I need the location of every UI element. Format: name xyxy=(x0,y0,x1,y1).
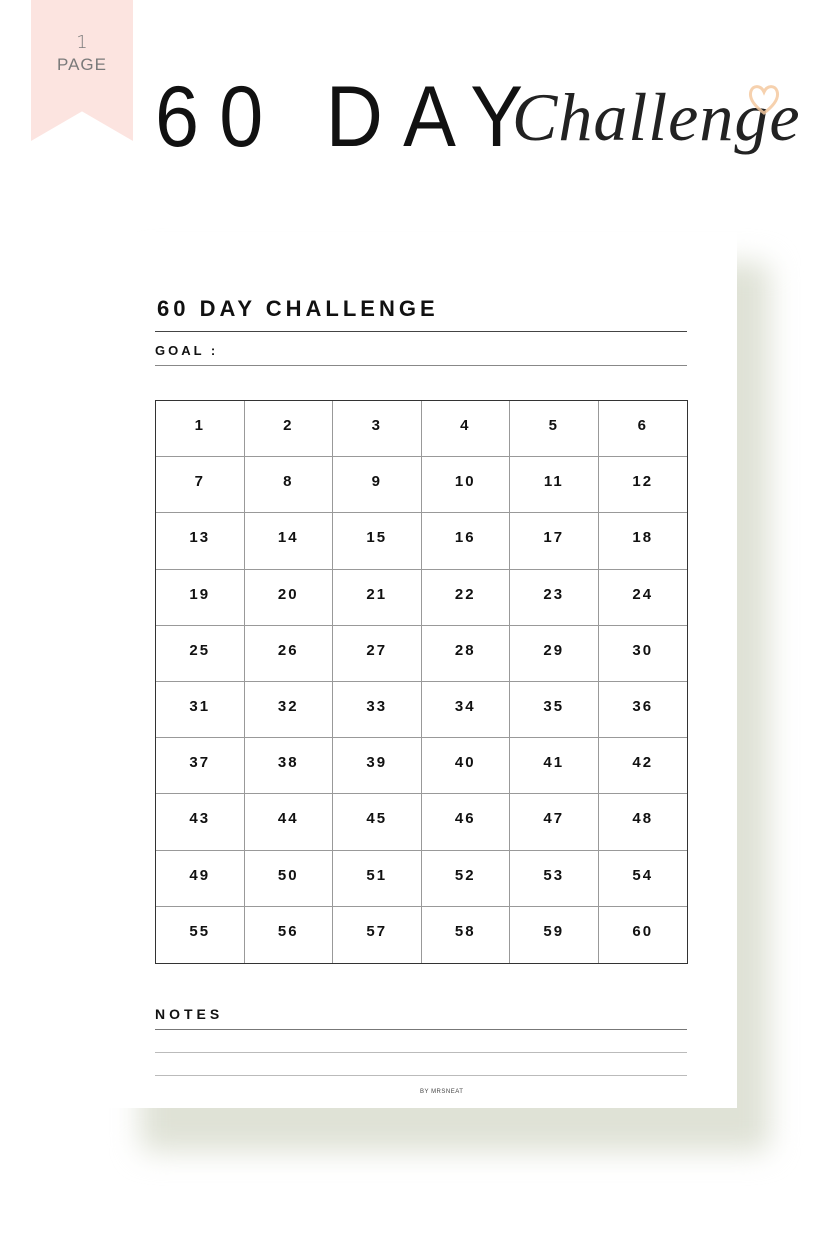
day-cell[interactable]: 25 xyxy=(156,625,245,682)
day-cell[interactable]: 28 xyxy=(421,625,510,682)
page-count-ribbon: 1 PAGE xyxy=(31,0,133,141)
day-cell[interactable]: 26 xyxy=(244,625,333,682)
day-cell[interactable]: 35 xyxy=(510,682,599,739)
day-cell[interactable]: 59 xyxy=(510,906,599,963)
planner-sheet xyxy=(0,232,737,1108)
day-cell[interactable]: 47 xyxy=(510,794,599,851)
day-cell[interactable]: 52 xyxy=(421,850,510,907)
day-cell[interactable]: 5 xyxy=(510,401,599,458)
day-cell[interactable]: 6 xyxy=(598,401,687,458)
day-cell[interactable]: 12 xyxy=(598,457,687,514)
goal-line[interactable] xyxy=(155,365,687,366)
day-cell[interactable]: 24 xyxy=(598,570,687,626)
day-cell[interactable]: 43 xyxy=(156,794,245,851)
heart-icon xyxy=(748,85,780,115)
day-cell[interactable]: 13 xyxy=(156,513,245,570)
day-cell[interactable]: 42 xyxy=(598,738,687,795)
header-title: 60 DAY xyxy=(155,69,544,165)
day-cell[interactable]: 51 xyxy=(333,850,422,907)
day-cell[interactable]: 10 xyxy=(421,457,510,514)
day-cell[interactable]: 58 xyxy=(422,906,510,963)
day-cell[interactable]: 15 xyxy=(333,513,422,570)
day-cell[interactable]: 21 xyxy=(333,569,422,626)
day-cell[interactable]: 34 xyxy=(421,682,510,739)
goal-label: GOAL : xyxy=(155,343,219,358)
day-cell[interactable]: 14 xyxy=(244,513,333,570)
day-cell[interactable]: 49 xyxy=(156,850,245,907)
day-cell[interactable]: 33 xyxy=(333,682,422,739)
day-cell[interactable]: 29 xyxy=(510,625,599,682)
day-cell[interactable]: 17 xyxy=(510,513,599,570)
day-cell[interactable]: 39 xyxy=(333,738,422,795)
day-cell[interactable]: 48 xyxy=(598,794,687,851)
day-cell[interactable]: 19 xyxy=(156,569,245,626)
day-cell[interactable]: 55 xyxy=(156,906,245,963)
page-count: 1 xyxy=(76,32,88,53)
day-cell[interactable]: 9 xyxy=(333,457,422,514)
day-cell[interactable]: 36 xyxy=(598,682,687,739)
day-cell[interactable]: 54 xyxy=(598,851,687,907)
day-cell[interactable]: 8 xyxy=(244,457,333,514)
day-cell[interactable]: 38 xyxy=(244,738,333,795)
day-cell[interactable]: 22 xyxy=(421,569,510,626)
day-cell[interactable]: 40 xyxy=(421,738,510,795)
notes-label: NOTES xyxy=(155,1006,224,1022)
title-divider xyxy=(155,331,687,332)
day-cell[interactable]: 16 xyxy=(421,513,510,570)
day-cell[interactable]: 57 xyxy=(333,906,422,963)
day-cell[interactable]: 30 xyxy=(598,626,687,682)
day-cell[interactable]: 45 xyxy=(333,794,422,851)
day-cell[interactable]: 7 xyxy=(156,457,245,514)
day-cell[interactable]: 37 xyxy=(156,738,245,795)
notes-divider xyxy=(155,1029,687,1030)
day-cell[interactable]: 44 xyxy=(244,794,333,851)
day-grid: 1 2 3 4 5 6 7 8 9 10 11 12 13 14 15 16 17 18 19 20 21 22 23 24 2… xyxy=(155,400,688,964)
day-cell[interactable]: 53 xyxy=(510,850,599,907)
day-cell[interactable]: 31 xyxy=(156,682,245,739)
notes-line[interactable] xyxy=(155,1052,687,1053)
footer-text: BY MRSNEAT xyxy=(420,1089,464,1095)
day-cell[interactable]: 11 xyxy=(510,457,599,514)
page-label: PAGE xyxy=(57,55,107,74)
day-cell[interactable]: 18 xyxy=(598,513,687,570)
day-cell[interactable]: 41 xyxy=(510,738,599,795)
notes-line[interactable] xyxy=(155,1075,687,1076)
day-cell[interactable]: 20 xyxy=(244,569,333,626)
day-cell[interactable]: 27 xyxy=(333,625,422,682)
day-cell[interactable]: 1 xyxy=(156,401,245,458)
day-cell[interactable]: 60 xyxy=(632,922,654,940)
day-cell[interactable]: 23 xyxy=(510,569,599,626)
day-cell[interactable]: 4 xyxy=(421,401,510,458)
day-cell[interactable]: 3 xyxy=(333,401,422,458)
day-cell[interactable]: 2 xyxy=(244,401,333,458)
day-cell[interactable]: 50 xyxy=(244,850,333,907)
day-cell[interactable]: 56 xyxy=(245,906,333,963)
day-cell[interactable]: 32 xyxy=(244,682,333,739)
sheet-title: 60 DAY CHALLENGE xyxy=(157,296,439,321)
day-cell[interactable]: 46 xyxy=(421,794,510,851)
